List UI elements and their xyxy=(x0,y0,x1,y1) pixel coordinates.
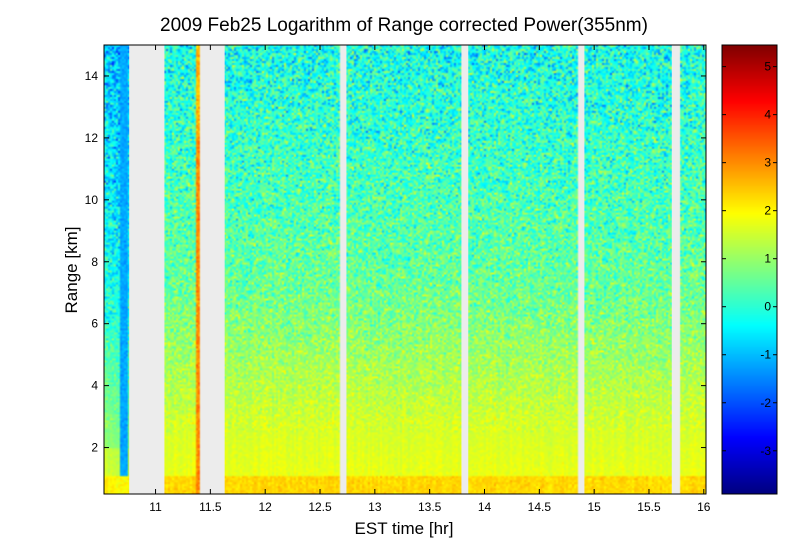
heatmap-image xyxy=(104,45,706,494)
colorbar-tick-label: 2 xyxy=(764,204,771,218)
x-tick-label: 13.5 xyxy=(418,500,442,514)
x-tick-label: 14.5 xyxy=(528,500,552,514)
y-tick-label: 2 xyxy=(91,441,98,455)
data-gap-3 xyxy=(340,45,347,494)
colorbar-tick-label: 0 xyxy=(764,300,771,314)
x-tick-label: 14 xyxy=(478,500,492,514)
colorbar: -3 -2 -1 0 1 2 3 4 5 xyxy=(721,44,778,495)
y-tick-label: 8 xyxy=(91,255,98,269)
colorbar-tick-label: 5 xyxy=(764,60,771,74)
y-axis-label: Range [km] xyxy=(62,227,81,314)
y-tick-label: 10 xyxy=(85,193,99,207)
x-tick-label: 12.5 xyxy=(308,500,332,514)
plot-area xyxy=(103,44,707,495)
chart-title: 2009 Feb25 Logarithm of Range corrected … xyxy=(160,15,648,36)
plot-frame xyxy=(103,44,707,495)
y-axis: 2 4 6 8 10 12 14 xyxy=(85,69,706,455)
x-tick-label: 16 xyxy=(697,500,711,514)
data-gap-2 xyxy=(200,45,225,494)
data-gaps xyxy=(129,45,680,494)
x-tick-label: 15 xyxy=(587,500,601,514)
data-gap-5 xyxy=(578,45,585,494)
colorbar-tick-label: -2 xyxy=(760,396,771,410)
y-tick-label: 14 xyxy=(85,69,99,83)
x-tick-label: 11.5 xyxy=(199,500,222,514)
colorbar-tick-label: 1 xyxy=(764,252,771,266)
x-axis: 11 11.5 12 12.5 13 13.5 14 14.5 15 15.5 16 xyxy=(149,45,711,514)
data-gap-4 xyxy=(461,45,469,494)
colorbar-tick-label: 4 xyxy=(764,108,771,122)
x-tick-label: 12 xyxy=(259,500,273,514)
colorbar-tick-label: -3 xyxy=(760,444,771,458)
y-tick-label: 6 xyxy=(91,317,98,331)
x-tick-label: 13 xyxy=(368,500,382,514)
x-tick-label: 11 xyxy=(149,500,162,514)
colorbar-ticks: -3 -2 -1 0 1 2 3 4 5 xyxy=(722,60,777,458)
colorbar-tick-label: 3 xyxy=(764,156,771,170)
x-tick-label: 15.5 xyxy=(637,500,661,514)
y-tick-label: 12 xyxy=(85,131,99,145)
data-gap-1 xyxy=(129,45,165,494)
colorbar-gradient xyxy=(722,45,777,494)
x-axis-label: EST time [hr] xyxy=(355,519,454,538)
colorbar-frame xyxy=(721,44,778,495)
data-gap-6 xyxy=(672,45,680,494)
colorbar-tick-label: -1 xyxy=(760,348,771,362)
y-tick-label: 4 xyxy=(91,379,98,393)
